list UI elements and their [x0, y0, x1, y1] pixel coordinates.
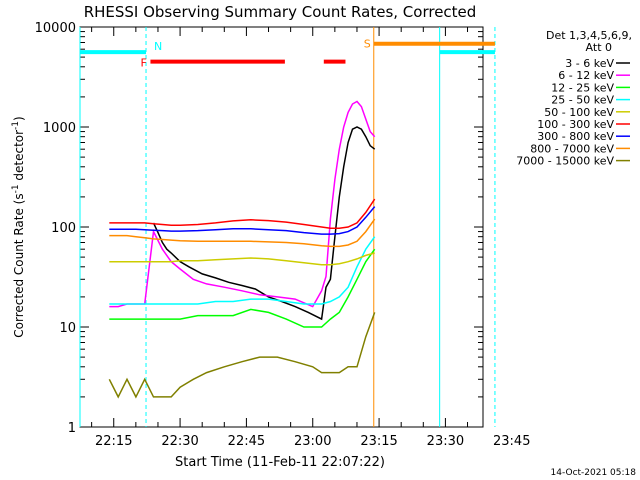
x-tick-label: 23:30: [427, 434, 464, 449]
y-tick-label: 10000: [35, 21, 76, 36]
flag-label: F: [140, 57, 146, 70]
y-tick-label: 1000: [43, 121, 76, 136]
y-axis-label-end: ): [12, 116, 26, 121]
legend-label: 6 - 12 keV: [558, 69, 614, 82]
legend-label: 50 - 100 keV: [544, 106, 614, 119]
y-axis-label: Corrected Count Rate (s-1 detector-1): [11, 116, 26, 337]
x-tick-label: 22:30: [161, 434, 198, 449]
series-lines: [108, 100, 376, 399]
y-axis: 1 10 100 1000 10000: [35, 21, 483, 436]
x-tick-label: 23:45: [493, 434, 530, 449]
legend-label: 12 - 25 keV: [551, 81, 614, 94]
flag-label: N: [154, 40, 162, 53]
legend-label: 800 - 7000 keV: [530, 142, 614, 155]
y-axis-label-exp2: -1: [11, 121, 21, 130]
legend-title-1: Det 1,3,4,5,6,9,: [546, 29, 632, 42]
series-line: [108, 312, 376, 399]
legend-label: 100 - 300 keV: [537, 118, 614, 131]
chart-title: RHESSI Observing Summary Count Rates, Co…: [84, 3, 477, 21]
series-line: [109, 248, 376, 328]
x-tick-label: 22:45: [228, 434, 265, 449]
y-tick-label: 10: [59, 321, 76, 336]
y-axis-label-mid: detector: [12, 130, 26, 185]
y-axis-label-main: Corrected Count Rate (s: [12, 193, 26, 337]
footer-timestamp: 14-Oct-2021 05:18: [551, 468, 637, 478]
y-tick-label: 100: [51, 221, 76, 236]
series-line: [109, 236, 376, 305]
y-tick-label: 1: [68, 421, 76, 436]
x-tick-label: 22:15: [95, 434, 132, 449]
x-axis-label: Start Time (11-Feb-11 22:07:22): [175, 455, 385, 470]
x-tick-label: 23:15: [360, 434, 397, 449]
plot-frame: [79, 26, 484, 428]
series-line: [152, 126, 376, 321]
series-line: [109, 198, 376, 230]
y-axis-label-exp1: -1: [11, 184, 21, 193]
legend-label: 25 - 50 keV: [551, 94, 614, 107]
series-line: [109, 100, 376, 308]
series-line: [109, 206, 376, 235]
legend-title-2: Att 0: [586, 41, 612, 54]
legend-label: 300 - 800 keV: [537, 130, 614, 143]
legend-label: 3 - 6 keV: [565, 57, 614, 70]
series-line: [109, 218, 376, 248]
x-axis: 22:15 22:30 22:45 23:00 23:15 23:30 23:45: [91, 27, 530, 449]
x-tick-label: 23:00: [294, 434, 331, 449]
flag-bars: NF S: [79, 27, 496, 427]
legend-label: 7000 - 15000 keV: [516, 155, 614, 168]
series-line: [109, 252, 375, 266]
flag-label: S: [364, 38, 371, 51]
